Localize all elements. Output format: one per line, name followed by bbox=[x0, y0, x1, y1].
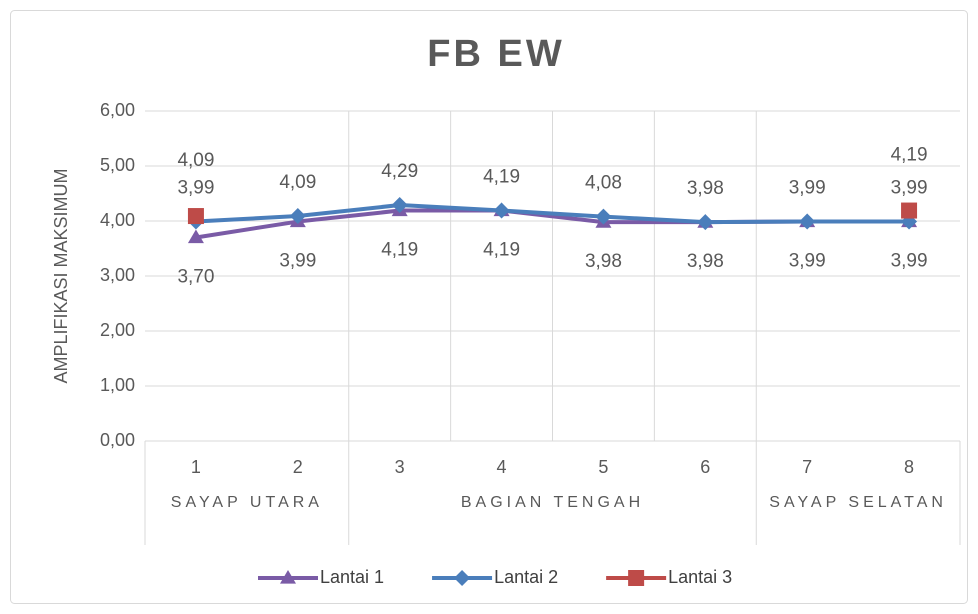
marker bbox=[391, 197, 408, 214]
marker bbox=[799, 213, 816, 230]
data-label: 3,98 bbox=[687, 251, 724, 272]
y-tick-label: 3,00 bbox=[100, 265, 135, 285]
x-tick-label: 5 bbox=[598, 457, 608, 477]
y-tick-label: 5,00 bbox=[100, 155, 135, 175]
y-tick-label: 4,00 bbox=[100, 210, 135, 230]
data-label: 4,09 bbox=[279, 172, 316, 193]
chart-title: FB EW bbox=[427, 33, 564, 75]
data-label: 4,08 bbox=[585, 173, 622, 194]
x-tick-label: 1 bbox=[191, 457, 201, 477]
y-tick-label: 1,00 bbox=[100, 375, 135, 395]
data-label: 4,19 bbox=[483, 240, 520, 261]
data-label: 4,19 bbox=[381, 240, 418, 261]
chart-border bbox=[10, 10, 968, 604]
category-group-label: BAGIAN TENGAH bbox=[460, 494, 645, 511]
legend-label: Lantai 3 bbox=[668, 567, 732, 587]
x-tick-label: 8 bbox=[904, 457, 914, 477]
data-label: 3,99 bbox=[789, 178, 826, 199]
data-label: 3,70 bbox=[177, 267, 214, 288]
data-label: 4,19 bbox=[891, 145, 928, 166]
x-tick-label: 6 bbox=[700, 457, 710, 477]
category-group-box: SAYAP UTARA bbox=[170, 494, 323, 511]
legend-label: Lantai 1 bbox=[320, 567, 384, 587]
y-tick-label: 0,00 bbox=[100, 430, 135, 450]
data-label: 4,19 bbox=[483, 167, 520, 188]
y-tick-label: 2,00 bbox=[100, 320, 135, 340]
data-label: 3,99 bbox=[177, 178, 214, 199]
category-group-box: BAGIAN TENGAH bbox=[460, 494, 645, 511]
marker bbox=[454, 570, 471, 586]
x-tick-label: 2 bbox=[293, 457, 303, 477]
data-label: 3,99 bbox=[789, 251, 826, 272]
data-label: 4,29 bbox=[381, 161, 418, 182]
marker bbox=[901, 202, 918, 219]
data-label: 3,98 bbox=[585, 251, 622, 272]
category-group-box: SAYAP SELATAN bbox=[769, 494, 947, 511]
x-tick-label: 7 bbox=[802, 457, 812, 477]
category-group-label: SAYAP UTARA bbox=[170, 494, 323, 511]
marker bbox=[280, 570, 296, 584]
data-label: 4,09 bbox=[177, 150, 214, 171]
marker bbox=[493, 202, 510, 219]
x-tick-label: 4 bbox=[497, 457, 507, 477]
marker bbox=[187, 208, 204, 225]
data-label: 3,98 bbox=[687, 178, 724, 199]
y-axis-title: AMPLIFIKASI MAKSIMUM bbox=[51, 168, 71, 383]
series-line bbox=[195, 203, 910, 225]
marker bbox=[187, 229, 204, 244]
data-label: 3,99 bbox=[891, 251, 928, 272]
marker bbox=[595, 208, 612, 225]
marker bbox=[289, 208, 306, 225]
y-tick-label: 6,00 bbox=[100, 100, 135, 120]
legend: Lantai 1 Lantai 2 Lantai 3 bbox=[258, 567, 732, 587]
x-tick-label: 3 bbox=[395, 457, 405, 477]
legend-label: Lantai 2 bbox=[494, 567, 558, 587]
marker bbox=[697, 214, 714, 231]
data-label: 3,99 bbox=[891, 178, 928, 199]
data-label: 3,99 bbox=[279, 251, 316, 272]
category-group-label: SAYAP SELATAN bbox=[769, 494, 947, 511]
marker bbox=[628, 570, 645, 586]
